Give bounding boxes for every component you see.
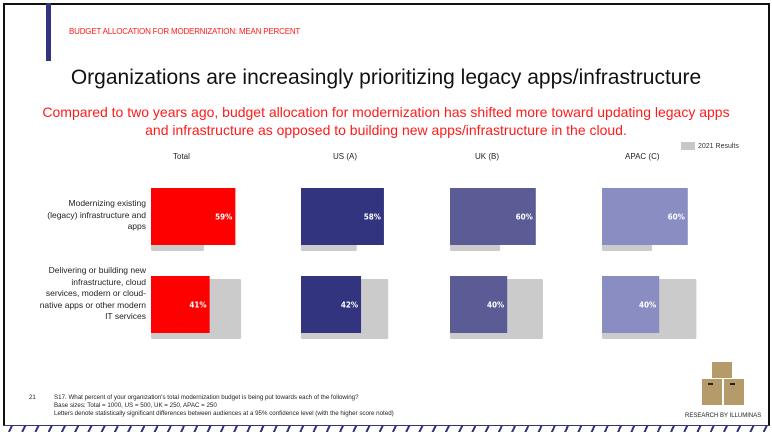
bar-label-us-0: 58% [364,213,381,222]
slide-title: Organizations are increasingly prioritiz… [70,66,702,89]
bar-label-apac-1: 40% [639,301,656,310]
bar-2022-uk-1 [450,276,508,333]
legend: 2021 Results [681,142,739,150]
bar-label-uk-0: 60% [516,213,533,222]
brand-label: RESEARCH BY ILLUMINAS [685,413,762,419]
legend-swatch-2021 [681,142,695,150]
footnote-question: S17. What percent of your organization's… [54,394,359,401]
boxes-logo-icon [702,362,744,405]
footnotes: S17. What percent of your organization's… [54,394,394,419]
bar-label-total-0: 59% [215,213,232,222]
column-header-us: US (A) [333,152,357,161]
bar-2022-apac-0 [602,188,688,245]
bar-label-apac-0: 60% [668,213,685,222]
column-header-total: Total [173,152,190,161]
bar-2022-total-1 [151,276,210,333]
accent-bar [46,3,51,61]
footer-stripe [3,425,770,432]
bar-2022-uk-0 [450,188,536,245]
row-label-legacy: Modernizing existing (legacy) infrastruc… [47,198,146,231]
bar-label-total-1: 41% [189,301,206,310]
bar-2022-apac-1 [602,276,660,333]
page-number: 21 [29,395,36,401]
bar-2022-us-0 [301,188,384,245]
bar-label-uk-1: 40% [487,301,504,310]
footnote-significance: Letters denote statistically significant… [54,410,394,418]
column-header-apac: APAC (C) [625,152,660,161]
bar-2022-us-1 [301,276,362,333]
legend-label-2021: 2021 Results [698,142,739,150]
footnote-base: Base sizes: Total = 1000, US = 500, UK =… [54,402,217,410]
slide-frame [3,3,770,425]
section-label: BUDGET ALLOCATION FOR MODERNIZATION: MEA… [69,27,301,36]
row-label-new: Delivering or building new infrastructur… [39,265,146,321]
slide-subtitle: Compared to two years ago, budget alloca… [42,104,730,138]
bar-2022-total-0 [151,188,236,245]
column-header-uk: UK (B) [475,152,499,161]
bar-label-us-1: 42% [341,301,358,310]
